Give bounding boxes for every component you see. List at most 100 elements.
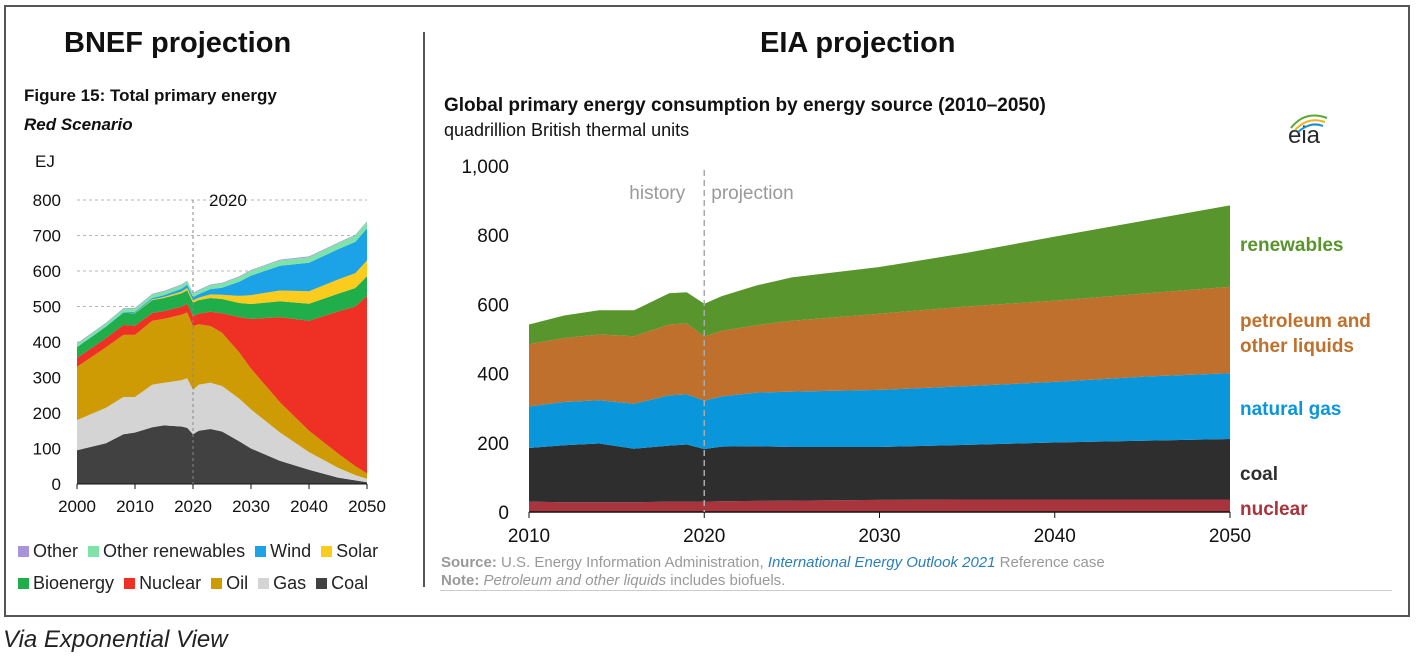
label-natural-gas: natural gas: [1240, 399, 1341, 420]
bnef-area-gas: [77, 378, 367, 483]
bnef-y-unit: EJ: [35, 152, 55, 171]
bnef-y-tick-label: 500: [33, 298, 61, 317]
legend-item-oil: Oil: [211, 573, 248, 594]
eia-logo-arc-green: [1290, 114, 1328, 129]
legend-label-solar: Solar: [336, 540, 379, 561]
source-text: U.S. Energy Information Administration,: [501, 554, 764, 571]
bnef-x-tick-label: 2020: [174, 497, 212, 516]
label-renewables: renewables: [1240, 235, 1344, 256]
eia-y-tick-label: 0: [498, 503, 509, 524]
legend-swatch-bioenergy: [18, 577, 29, 589]
legend-item-bioenergy: Bioenergy: [18, 573, 114, 594]
eia-projection-label: projection: [711, 183, 793, 204]
legend-label-wind: Wind: [270, 540, 312, 561]
bnef-2020-marker-label: 2020: [209, 191, 247, 210]
right-panel-title: EIA projection: [760, 27, 956, 59]
bnef-y-tick-label: 700: [33, 227, 61, 246]
bnef-area-wind: [77, 228, 367, 348]
bnef-y-tick-label: 600: [33, 262, 61, 281]
legend-label-oil: Oil: [226, 572, 249, 593]
bnef-x-tick-label: 2050: [348, 497, 386, 516]
bnef-area-bioenergy: [77, 276, 367, 358]
label-coal: coal: [1240, 464, 1278, 485]
bnef-area-nuclear: [77, 295, 367, 474]
legend-item-wind: Wind: [255, 541, 311, 562]
eia-area-petroleum-and-other-liquids: [529, 286, 1230, 407]
label-petroleum-line2: other liquids: [1240, 336, 1354, 357]
bnef-chart: Figure 15: Total primary energy Red Scen…: [24, 86, 386, 516]
eia-logo-arc-yellow: [1294, 119, 1326, 131]
legend-swatch-gas: [258, 577, 270, 589]
label-petroleum-line1: petroleum and: [1240, 311, 1371, 332]
bnef-area-other-renewables: [77, 222, 367, 347]
eia-logo-arc-blue: [1297, 123, 1324, 133]
note-suffix: includes biofuels.: [670, 572, 785, 589]
eia-x-tick-label: 2020: [683, 526, 725, 547]
bnef-y-tick-label: 300: [33, 369, 61, 388]
source-suffix: Reference case: [1000, 554, 1105, 571]
bnef-legend-row: Bioenergy Nuclear Oil Gas Coal: [18, 567, 378, 599]
bnef-y-tick-label: 400: [33, 333, 61, 352]
eia-history-label: history: [629, 183, 685, 204]
legend-label-bioenergy: Bioenergy: [33, 572, 115, 593]
legend-swatch-other: [18, 545, 29, 557]
bnef-y-tick-label: 200: [33, 404, 61, 423]
eia-y-tick-label: 200: [477, 434, 509, 455]
eia-note-line: Note: Petroleum and other liquids includ…: [441, 572, 785, 589]
eia-y-tick-label: 600: [477, 295, 509, 316]
legend-label-other: Other: [33, 540, 79, 561]
legend-label-other-renewables: Other renewables: [103, 540, 246, 561]
legend-swatch-nuclear: [124, 577, 136, 589]
eia-chart-title: Global primary energy consumption by ene…: [444, 95, 1046, 116]
legend-item-other-renewables: Other renewables: [88, 541, 245, 562]
figure-frame: [4, 5, 1410, 617]
eia-chart-subtitle: quadrillion British thermal units: [444, 120, 689, 140]
bnef-y-tick-label: 0: [52, 475, 61, 494]
legend-swatch-oil: [211, 577, 223, 589]
bnef-area-oil: [77, 312, 367, 479]
bnef-area-other: [77, 221, 367, 345]
bnef-legend-row: Other Other renewables Wind Solar: [18, 535, 378, 567]
eia-area-renewables: [529, 205, 1230, 345]
eia-x-tick-label: 2010: [508, 526, 550, 547]
eia-source-line: Source: U.S. Energy Information Administ…: [441, 554, 1105, 571]
bnef-chart-subtitle: Red Scenario: [24, 115, 133, 134]
eia-y-tick-label: 1,000: [461, 157, 509, 178]
legend-label-gas: Gas: [273, 572, 307, 593]
eia-y-tick-label: 400: [477, 365, 509, 386]
bnef-area-coal: [77, 425, 367, 484]
eia-y-tick-label: 800: [477, 226, 509, 247]
bnef-x-tick-label: 2040: [290, 497, 328, 516]
legend-label-coal: Coal: [331, 572, 369, 593]
legend-label-nuclear: Nuclear: [139, 572, 202, 593]
bnef-x-tick-label: 2030: [232, 497, 270, 516]
eia-chart: Global primary energy consumption by ene…: [441, 95, 1371, 589]
legend-swatch-wind: [255, 545, 267, 557]
legend-item-nuclear: Nuclear: [124, 573, 201, 594]
note-prefix: Note:: [441, 572, 479, 589]
bnef-y-tick-label: 100: [33, 440, 61, 459]
bnef-legend: Other Other renewables Wind Solar Bioenergy N…: [18, 535, 378, 599]
legend-item-gas: Gas: [258, 573, 306, 594]
eia-x-tick-label: 2040: [1034, 526, 1076, 547]
source-prefix: Source:: [441, 554, 497, 571]
bnef-x-tick-label: 2010: [116, 497, 154, 516]
legend-swatch-coal: [316, 577, 328, 589]
eia-x-tick-label: 2030: [858, 526, 900, 547]
bnef-x-tick-label: 2000: [58, 497, 96, 516]
note-italic: Petroleum and other liquids: [484, 572, 667, 589]
bnef-chart-title: Figure 15: Total primary energy: [24, 86, 277, 105]
via-credit: Via Exponential View: [3, 626, 228, 653]
bnef-y-tick-label: 800: [33, 191, 61, 210]
legend-item-solar: Solar: [321, 541, 378, 562]
legend-swatch-solar: [321, 545, 333, 557]
source-rule: [440, 590, 1392, 591]
legend-swatch-other-renewables: [88, 545, 100, 557]
eia-x-tick-label: 2050: [1209, 526, 1251, 547]
label-nuclear: nuclear: [1240, 499, 1308, 520]
source-link[interactable]: International Energy Outlook 2021: [768, 554, 996, 571]
panel-divider: [423, 32, 425, 587]
legend-item-other: Other: [18, 541, 78, 562]
left-panel-title: BNEF projection: [64, 27, 292, 59]
legend-item-coal: Coal: [316, 573, 368, 594]
